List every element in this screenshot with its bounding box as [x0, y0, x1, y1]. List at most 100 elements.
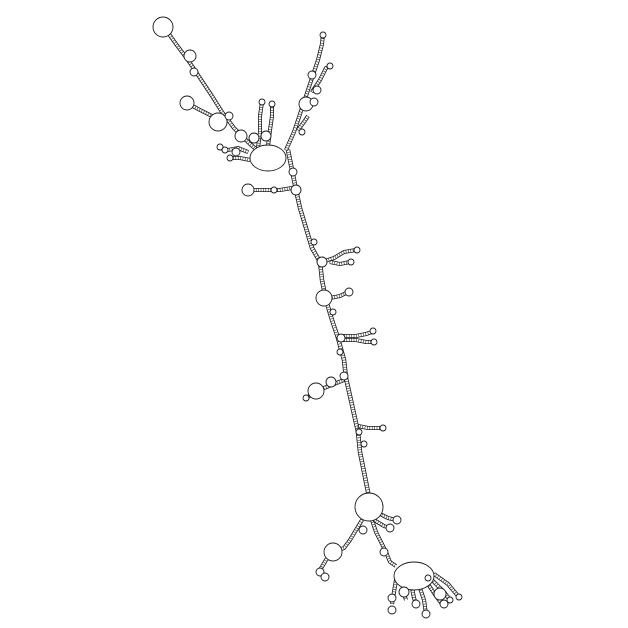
spine-internal-loop-8: [355, 428, 363, 436]
bottom-branch-7-helix-base-pair: [447, 584, 451, 587]
bottom-branch-4-helix-base-pair: [421, 596, 425, 598]
mid-branch-2-helix-base-pair: [341, 262, 343, 266]
upper-left-arm-helix-base-pair: [169, 35, 173, 38]
lower-mid-branch-helix-base-pair: [364, 425, 366, 430]
upper-left-arm-helix-base-pair: [253, 146, 256, 149]
upper-left-arm-helix-base-pair: [209, 92, 213, 96]
spine-internal-loop-3: [310, 238, 318, 246]
main-spine-helix-base-pair: [340, 354, 345, 357]
junction-branch-2-helix-base-pair: [268, 126, 273, 128]
main-spine-helix-base-pair: [289, 165, 294, 168]
main-spine-helix-base-pair: [295, 196, 300, 198]
junction-branch-4-helix-strand-a: [232, 156, 251, 159]
helix-stems: [162, 25, 460, 615]
main-spine-helix-base-pair: [327, 308, 331, 311]
mid-junction-loop-3: [336, 333, 346, 343]
upper-right-arm-helix-base-pair: [287, 142, 291, 145]
upper-right-side-loop: [326, 62, 334, 70]
main-spine-helix-base-pair: [287, 154, 291, 156]
junction-branch-2-loop: [268, 100, 276, 108]
bottom-branch-5-helix-base-pair: [430, 588, 434, 592]
main-spine-helix-base-pair: [365, 486, 369, 489]
junction-branch-2-helix-base-pair: [270, 116, 274, 118]
upper-left-side-helix-base-pair: [198, 108, 201, 112]
upper-right-bulge-helix-strand-b: [296, 114, 308, 130]
left-branch-helix-base-pair: [289, 186, 291, 191]
upper-right-bulge-helix: [296, 114, 310, 132]
bottom-branch-4-helix-strand-a: [418, 588, 425, 615]
bottom-branch-1-loop: [387, 593, 397, 603]
bottom-branch-4-helix-base-pair: [423, 608, 427, 610]
mid-branch-2-helix-base-pair: [345, 261, 348, 265]
lower-junction-branch-2-helix-base-pair: [379, 522, 382, 526]
lower-left-long-helix-base-pair: [349, 537, 353, 540]
upper-left-arm-helix-base-pair: [210, 94, 214, 98]
bottom-junction-small-loop: [424, 574, 432, 582]
main-spine-helix-base-pair: [353, 418, 357, 420]
upper-right-arm-helix-strand-a: [287, 34, 325, 151]
bottom-branch-7-helix-base-pair: [438, 576, 442, 580]
main-spine-helix-base-pair: [364, 482, 368, 484]
lower-spine-extension-helix-base-pair: [378, 539, 382, 541]
upper-left-side-helix-base-pair: [196, 107, 199, 111]
bottom-branch-4-loop: [421, 609, 431, 619]
junction-branch-1-helix-base-pair: [258, 114, 262, 116]
upper-left-arm-helix-base-pair: [198, 76, 202, 80]
left-branch-internal-loop: [270, 186, 278, 194]
bottom-branch-2-loop: [398, 586, 410, 598]
upper-right-side-helix-base-pair: [310, 90, 314, 94]
upper-right-arm-helix-base-pair: [308, 83, 312, 86]
upper-right-arm-helix-base-pair: [306, 88, 310, 90]
bottom-branch-5-helix-base-pair: [427, 584, 431, 588]
bottom-branch-4-helix-base-pair: [419, 589, 423, 592]
mid-branch-1-loop: [353, 246, 361, 254]
upper-right-arm-helix-base-pair: [284, 149, 288, 151]
lower-junction-branch-1-loop: [392, 515, 402, 525]
left-branch-terminal-loop: [241, 183, 255, 197]
main-spine-helix-base-pair: [287, 156, 292, 158]
bottom-branch-4-helix: [418, 587, 428, 615]
mid-branch-3-helix-base-pair: [340, 293, 343, 297]
mid-branch-4-helix-base-pair: [358, 333, 360, 338]
upper-right-terminal-loop: [319, 31, 327, 39]
upper-right-arm-helix-base-pair: [285, 146, 289, 149]
main-spine-helix-base-pair: [341, 357, 346, 359]
main-spine-helix-base-pair: [347, 390, 351, 392]
main-spine-helix-base-pair: [351, 408, 355, 411]
upper-left-arm-helix-base-pair: [176, 45, 180, 48]
upper-right-arm-helix-base-pair: [317, 54, 321, 56]
upper-left-side-helix-base-pair: [203, 110, 205, 114]
junction-branch-8-loop: [221, 146, 229, 154]
mid-branch-2-loop: [347, 258, 355, 266]
lower-left-long-helix-base-pair: [353, 531, 357, 534]
bottom-branch-4-helix-base-pair: [419, 591, 424, 594]
upper-right-arm-helix-base-pair: [288, 140, 292, 143]
bottom-branch-3-helix-base-pair: [411, 594, 416, 596]
bottom-stem-helix-base-pair: [387, 557, 391, 560]
mid-branch-4-helix-base-pair: [362, 332, 365, 337]
mid-branch-2-helix: [329, 260, 351, 267]
upper-left-arm-helix-base-pair: [177, 47, 181, 50]
upper-right-bulge-helix-base-pair: [304, 117, 308, 120]
upper-right-arm-helix-base-pair: [298, 113, 302, 116]
upper-left-side-helix-base-pair: [200, 109, 203, 113]
main-spine-helix-base-pair: [292, 182, 297, 184]
main-spine-helix-base-pair: [313, 252, 318, 256]
main-spine-helix-base-pair: [296, 201, 301, 203]
mid-branch-2-helix-base-pair: [329, 260, 331, 264]
main-spine-helix-base-pair: [364, 484, 369, 486]
lower-junction-branch-1-helix-base-pair: [381, 513, 384, 517]
bottom-branch-7-helix-base-pair: [446, 582, 449, 586]
bottom-stem-helix-base-pair: [391, 562, 395, 566]
lower-left-arm-helix-base-pair: [325, 385, 328, 389]
mid-branch-1-helix-base-pair: [350, 249, 352, 253]
upper-right-side-helix-base-pair: [319, 76, 323, 79]
lower-junction-small-loop: [358, 525, 368, 535]
main-spine-helix-base-pair: [338, 345, 343, 347]
main-spine-helix-base-pair: [320, 283, 325, 285]
upper-right-arm-helix-base-pair: [308, 81, 313, 84]
main-spine-helix-base-pair: [348, 397, 353, 399]
left-branch-helix-base-pair: [282, 187, 284, 192]
bottom-branch-4-helix-base-pair: [422, 598, 426, 601]
